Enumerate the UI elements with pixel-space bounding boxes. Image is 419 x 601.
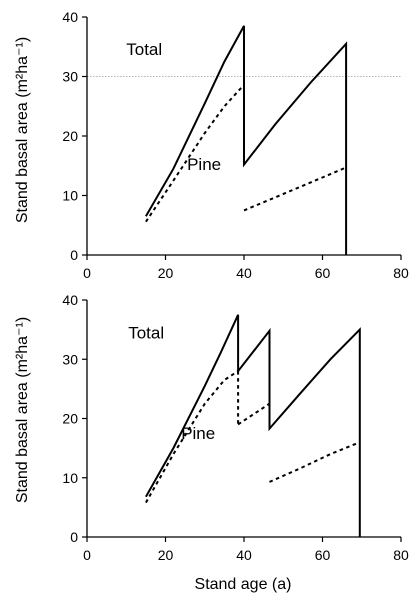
x-axis-label: Stand age (a) [195,576,292,593]
y-tick-label: 30 [62,351,78,367]
y-tick-label: 30 [62,69,78,85]
y-tick-label: 10 [62,470,78,486]
total-series-label: Total [128,324,164,343]
x-tick-label: 20 [158,265,174,281]
x-tick-label: 60 [315,265,331,281]
pine-series-line [269,441,361,483]
x-tick-label: 40 [236,265,252,281]
y-axis-label: Stand basal area (m²ha⁻¹) [14,37,31,223]
y-tick-label: 20 [62,411,78,427]
pine-series-line [145,84,245,223]
x-tick-label: 80 [393,265,409,281]
total-series-line [145,314,361,537]
x-tick-label: 40 [236,547,252,563]
y-tick-label: 40 [62,292,78,308]
y-axis-label: Stand basal area (m²ha⁻¹) [14,317,31,503]
x-tick-label: 60 [315,547,331,563]
y-tick-label: 40 [62,9,78,25]
total-series-label: Total [126,40,162,59]
x-tick-label: 20 [158,547,174,563]
pine-series-line [237,402,271,426]
total-series-line [145,25,348,255]
chart-top-panel: Stand basal area (m²ha⁻¹) 0 10 20 30 40 0 20 40… [14,9,409,281]
y-tick-label: 10 [62,188,78,204]
x-tick-label: 0 [83,265,91,281]
pine-series-label: Pine [181,424,215,443]
pine-series-line [145,370,239,504]
x-tick-label: 0 [83,547,91,563]
chart-bottom-panel: Stand basal area (m²ha⁻¹) Stand age (a) … [14,292,409,593]
y-tick-label: 0 [70,529,78,545]
y-tick-label: 0 [70,247,78,263]
x-tick-label: 80 [393,547,409,563]
pine-series-line [243,166,347,212]
y-tick-label: 20 [62,128,78,144]
pine-series-label: Pine [187,155,221,174]
